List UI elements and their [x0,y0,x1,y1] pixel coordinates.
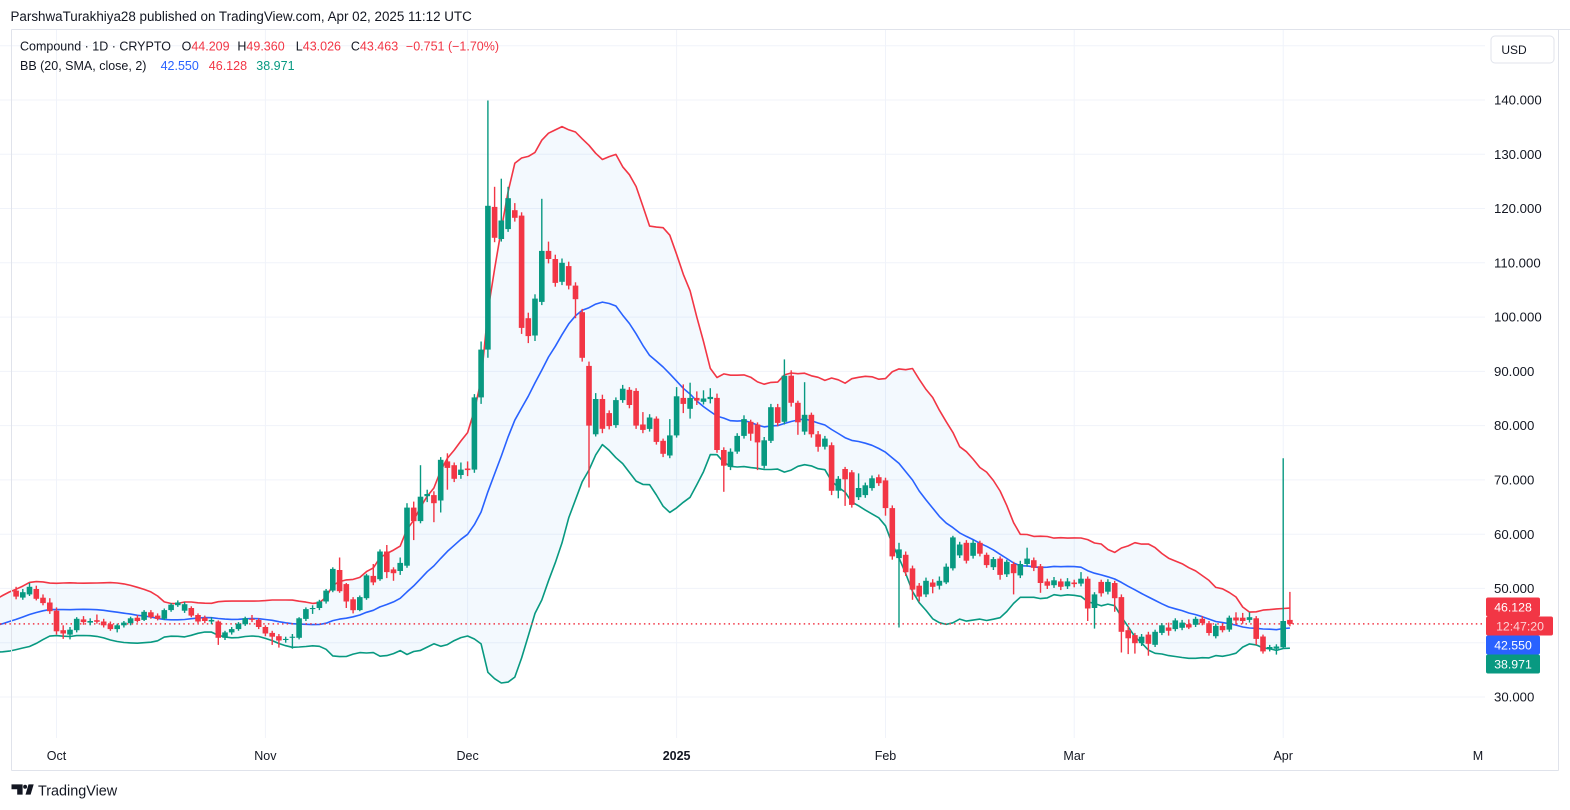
svg-text:50.000: 50.000 [1494,581,1534,596]
svg-text:38.971: 38.971 [1494,658,1532,672]
svg-text:2025: 2025 [663,749,691,763]
svg-text:Apr: Apr [1273,749,1292,763]
svg-text:ParshwaTurakhiya28 published o: ParshwaTurakhiya28 published on TradingV… [11,9,473,24]
svg-text:70.000: 70.000 [1494,473,1534,488]
svg-text:M: M [1473,749,1483,763]
svg-text:46.128: 46.128 [1494,601,1532,615]
svg-text:TradingView: TradingView [38,784,118,800]
svg-text:120.000: 120.000 [1494,201,1542,216]
svg-text:12:47:20: 12:47:20 [1496,620,1544,634]
svg-text:Feb: Feb [875,749,897,763]
svg-text:140.000: 140.000 [1494,93,1542,108]
svg-text:Nov: Nov [254,749,277,763]
svg-text:90.000: 90.000 [1494,364,1534,379]
svg-text:USD: USD [1501,43,1527,57]
svg-text:Dec: Dec [456,749,478,763]
svg-text:42.550: 42.550 [1494,639,1532,653]
svg-text:Mar: Mar [1063,749,1085,763]
svg-text:30.000: 30.000 [1494,690,1534,705]
svg-text:110.000: 110.000 [1494,255,1541,270]
svg-text:130.000: 130.000 [1494,147,1542,162]
svg-text:100.000: 100.000 [1494,310,1542,325]
svg-text:80.000: 80.000 [1494,418,1534,433]
svg-text:60.000: 60.000 [1494,527,1534,542]
svg-text:Oct: Oct [47,749,67,763]
